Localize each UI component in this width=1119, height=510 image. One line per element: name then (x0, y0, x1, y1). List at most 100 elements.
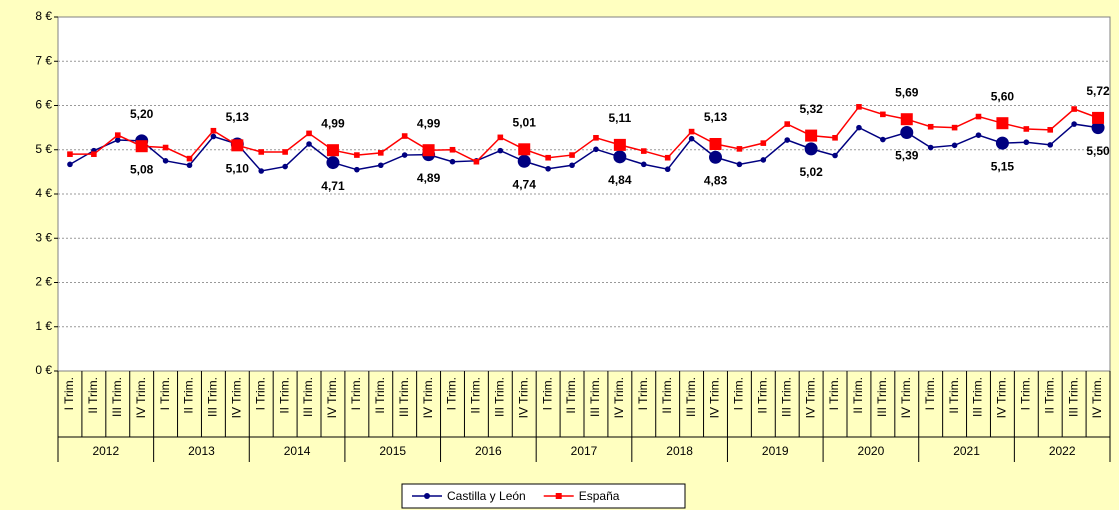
y-tick-label: 8 € (35, 9, 52, 23)
value-label: 5,72 (1086, 84, 1110, 98)
marker (473, 158, 480, 165)
marker (162, 144, 169, 151)
y-tick-label: 2 € (35, 275, 52, 289)
y-tick-label: 0 € (35, 363, 52, 377)
marker (1071, 106, 1077, 112)
x-tick-label: I Trim. (62, 377, 76, 410)
marker (688, 128, 695, 135)
legend-marker (555, 493, 562, 499)
marker (162, 158, 169, 164)
x-tick-label: III Trim. (684, 377, 698, 417)
x-tick-label: II Trim. (564, 377, 578, 414)
value-label: 5,11 (609, 111, 632, 125)
x-tick-label: II Trim. (660, 377, 674, 414)
marker (135, 140, 148, 153)
x-tick-label: IV Trim. (708, 377, 722, 418)
marker (927, 144, 934, 151)
marker (258, 168, 265, 174)
marker (880, 111, 886, 118)
marker (927, 123, 934, 130)
value-label: 4,74 (513, 177, 537, 191)
x-tick-label: III Trim. (206, 377, 220, 417)
value-label: 5,13 (226, 110, 250, 124)
value-label: 4,99 (321, 116, 345, 130)
marker (832, 152, 838, 159)
marker (401, 152, 408, 158)
marker (975, 132, 982, 138)
marker (67, 161, 73, 168)
x-tick-label: III Trim. (779, 377, 793, 417)
y-tick-label: 1 € (35, 319, 52, 333)
marker (688, 135, 695, 142)
marker (736, 161, 743, 168)
marker (282, 163, 288, 170)
y-tick-label: 4 € (35, 186, 52, 200)
marker (995, 136, 1009, 150)
value-label: 5,08 (130, 162, 154, 176)
marker (760, 157, 767, 163)
y-tick-label: 3 € (35, 230, 52, 244)
marker (282, 149, 288, 155)
marker (377, 150, 384, 156)
marker (900, 113, 913, 126)
marker (709, 150, 722, 164)
x-tick-label: I Trim. (445, 377, 459, 410)
marker (951, 142, 958, 149)
legend-label: Castilla y León (447, 489, 526, 503)
marker (422, 144, 435, 157)
x-tick-label: II Trim. (947, 377, 961, 414)
x-tick-label: III Trim. (492, 377, 506, 417)
value-label: 5,69 (895, 85, 919, 99)
x-group-label: 2022 (1049, 444, 1076, 458)
x-tick-label: II Trim. (86, 377, 100, 414)
marker (377, 162, 384, 169)
marker (832, 135, 838, 141)
value-label: 5,02 (799, 165, 823, 179)
marker (354, 152, 360, 158)
value-label: 5,01 (513, 115, 537, 129)
value-label: 4,84 (608, 173, 632, 187)
marker (1023, 139, 1030, 146)
marker (449, 146, 456, 153)
marker (186, 162, 193, 169)
x-group-label: 2015 (379, 444, 406, 458)
marker (114, 132, 121, 138)
marker (569, 152, 575, 158)
x-tick-label: III Trim. (588, 377, 602, 417)
x-tick-label: I Trim. (636, 377, 650, 410)
marker (736, 146, 743, 152)
x-tick-label: I Trim. (349, 377, 363, 410)
marker (91, 151, 97, 157)
marker (186, 155, 193, 162)
value-label: 4,99 (417, 116, 441, 130)
x-tick-label: II Trim. (277, 377, 291, 414)
x-tick-label: IV Trim. (229, 377, 243, 418)
marker (231, 139, 244, 152)
x-tick-label: IV Trim. (134, 377, 148, 418)
value-label: 5,60 (991, 89, 1015, 103)
marker (900, 125, 914, 139)
marker (210, 127, 217, 134)
marker (664, 154, 671, 161)
legend-marker (424, 493, 430, 499)
x-tick-label: IV Trim. (325, 377, 339, 418)
marker (401, 133, 408, 139)
x-tick-label: II Trim. (182, 377, 196, 414)
x-group-label: 2018 (666, 444, 693, 458)
x-group-label: 2014 (284, 444, 311, 458)
marker (449, 158, 456, 165)
x-tick-label: II Trim. (851, 377, 865, 414)
marker (805, 129, 818, 142)
value-label: 4,83 (704, 173, 728, 187)
marker (1071, 121, 1077, 127)
x-tick-label: I Trim. (1018, 377, 1032, 410)
marker (664, 166, 671, 173)
marker (784, 137, 791, 143)
marker (593, 135, 599, 141)
marker (67, 151, 73, 157)
value-label: 5,50 (1086, 144, 1110, 158)
value-label: 5,39 (895, 149, 919, 163)
marker (804, 142, 818, 156)
x-tick-label: II Trim. (469, 377, 483, 414)
